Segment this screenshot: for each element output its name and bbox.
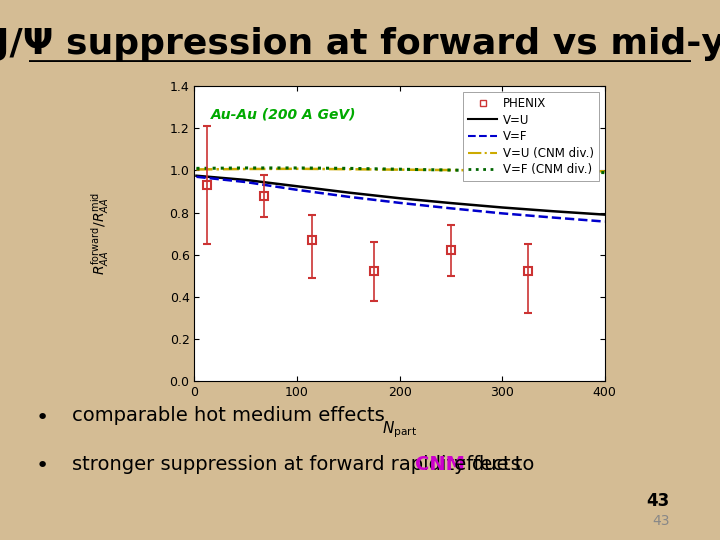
V=U: [192, 172, 201, 179]
Text: 43: 43: [652, 514, 670, 528]
V=U: [600, 211, 609, 218]
Line: V=F (CNM div.): V=F (CNM div.): [197, 168, 605, 173]
Text: $R_{AA}^{\mathrm{forward}}/R_{AA}^{\mathrm{mid}}$: $R_{AA}^{\mathrm{forward}}/R_{AA}^{\math…: [89, 192, 111, 275]
V=U (CNM div.): [549, 167, 558, 174]
V=U (CNM div.): [192, 166, 201, 173]
V=F: [344, 193, 353, 200]
V=U: [344, 190, 353, 196]
V=F (CNM div.): [446, 167, 455, 173]
V=F (CNM div.): [192, 165, 201, 172]
V=F (CNM div.): [241, 165, 250, 171]
V=F (CNM div.): [549, 168, 558, 175]
Text: CNM: CNM: [415, 455, 465, 474]
V=F: [292, 187, 302, 193]
Text: effects: effects: [448, 455, 521, 474]
V=F (CNM div.): [344, 165, 353, 172]
V=U: [446, 200, 455, 206]
V=U (CNM div.): [498, 167, 507, 174]
V=F: [600, 218, 609, 225]
Line: V=U: V=U: [197, 176, 605, 214]
V=U (CNM div.): [292, 166, 302, 172]
Text: •: •: [36, 408, 49, 428]
V=F (CNM div.): [395, 166, 404, 172]
Text: $N_{\mathrm{part}}$: $N_{\mathrm{part}}$: [382, 419, 417, 440]
V=F: [241, 179, 250, 185]
V=U: [549, 208, 558, 214]
V=F: [192, 173, 201, 180]
V=U: [241, 177, 250, 183]
V=U: [292, 183, 302, 190]
V=U: [395, 195, 404, 201]
Line: V=F: V=F: [197, 177, 605, 221]
Line: V=U (CNM div.): V=U (CNM div.): [197, 169, 605, 171]
Text: Au-Au (200 A GeV): Au-Au (200 A GeV): [211, 107, 356, 121]
V=F: [395, 200, 404, 206]
V=F: [446, 205, 455, 212]
V=F: [498, 210, 507, 217]
Text: •: •: [36, 456, 49, 476]
Text: 43: 43: [647, 492, 670, 510]
V=F: [549, 214, 558, 221]
V=U (CNM div.): [446, 167, 455, 173]
Text: J/Ψ suppression at forward vs mid-y: J/Ψ suppression at forward vs mid-y: [0, 27, 720, 61]
V=F (CNM div.): [600, 170, 609, 176]
V=U (CNM div.): [600, 168, 609, 174]
V=U (CNM div.): [395, 166, 404, 173]
V=F (CNM div.): [292, 165, 302, 171]
Text: comparable hot medium effects: comparable hot medium effects: [72, 406, 384, 425]
Legend: PHENIX, V=U, V=F, V=U (CNM div.), V=F (CNM div.): PHENIX, V=U, V=F, V=U (CNM div.), V=F (C…: [463, 92, 599, 181]
V=U (CNM div.): [241, 166, 250, 172]
Text: stronger suppression at forward rapidity due to: stronger suppression at forward rapidity…: [72, 455, 541, 474]
V=U (CNM div.): [344, 166, 353, 172]
V=U: [498, 204, 507, 211]
V=F (CNM div.): [498, 167, 507, 174]
